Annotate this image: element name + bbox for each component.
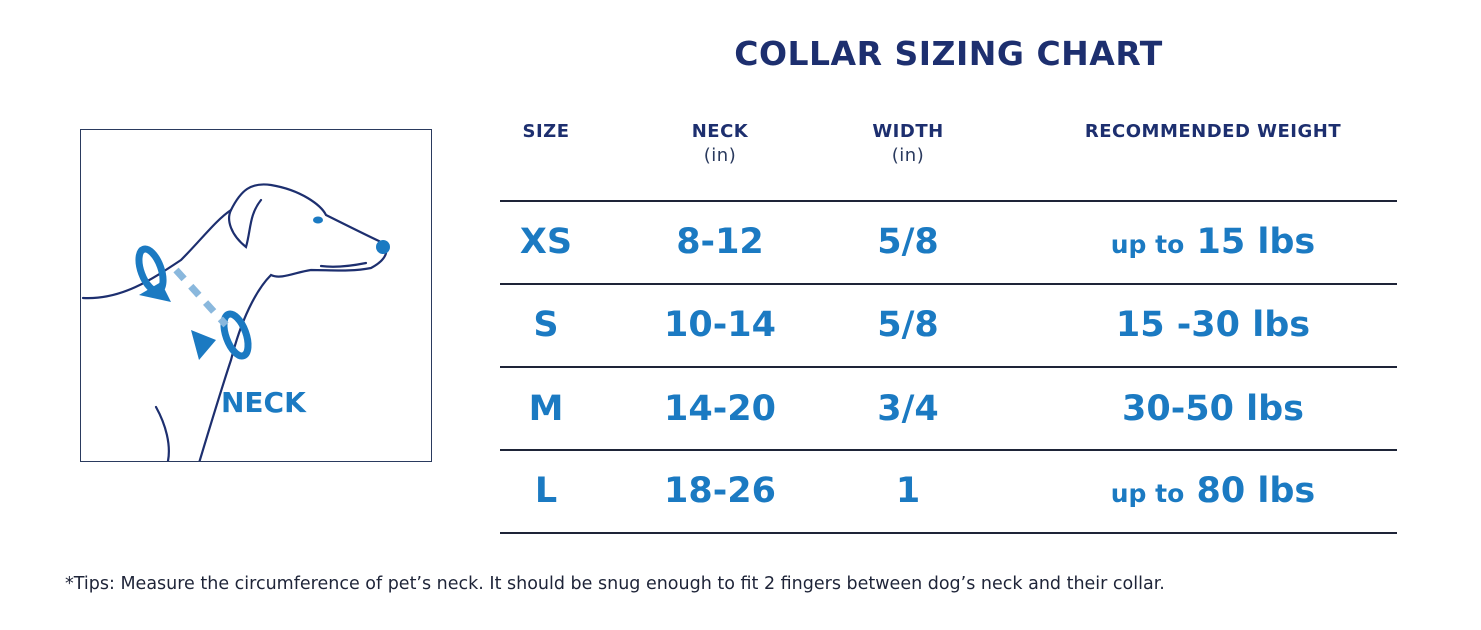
header-width: WIDTH (in) bbox=[828, 120, 988, 168]
divider bbox=[500, 283, 1397, 285]
cell-width: 1 bbox=[895, 471, 921, 511]
cell-weight: 15 -30 lbs bbox=[1043, 305, 1383, 345]
header-label: NECK bbox=[691, 121, 749, 142]
cell-size: S bbox=[533, 305, 559, 345]
weight-prefix: up to bbox=[1110, 230, 1185, 259]
dog-neck-illustration: NECK bbox=[80, 129, 432, 465]
header-unit: (in) bbox=[891, 145, 925, 166]
cell-size: XS bbox=[519, 222, 573, 262]
cell-neck: 8-12 bbox=[676, 222, 764, 262]
cell-width: 5/8 bbox=[877, 222, 939, 262]
header-label: RECOMMENDED WEIGHT bbox=[1084, 121, 1342, 142]
divider bbox=[500, 200, 1397, 202]
dog-icon: NECK bbox=[81, 183, 390, 465]
cell-size: M bbox=[528, 389, 564, 429]
cell-weight: 30-50 lbs bbox=[1043, 389, 1383, 429]
cell-width: 5/8 bbox=[877, 305, 939, 345]
divider bbox=[500, 449, 1397, 451]
weight-value: 80 lbs bbox=[1196, 471, 1316, 511]
weight-value: 30-50 lbs bbox=[1121, 389, 1304, 429]
cell-weight: up to 15 lbs bbox=[1043, 222, 1383, 262]
divider bbox=[500, 532, 1397, 534]
header-unit: (in) bbox=[703, 145, 737, 166]
cell-size: L bbox=[534, 471, 558, 511]
cell-weight: up to 80 lbs bbox=[1043, 471, 1383, 511]
cell-neck: 10-14 bbox=[664, 305, 776, 345]
weight-value: 15 -30 lbs bbox=[1115, 305, 1311, 345]
neck-label: NECK bbox=[221, 386, 307, 419]
cell-neck: 18-26 bbox=[664, 471, 776, 511]
header-size: SIZE bbox=[496, 120, 596, 144]
header-label: SIZE bbox=[522, 121, 570, 142]
header-neck: NECK (in) bbox=[640, 120, 800, 168]
header-label: WIDTH bbox=[872, 121, 944, 142]
divider bbox=[500, 366, 1397, 368]
cell-neck: 14-20 bbox=[664, 389, 776, 429]
header-weight: RECOMMENDED WEIGHT bbox=[1043, 120, 1383, 144]
weight-value: 15 lbs bbox=[1196, 222, 1316, 262]
weight-prefix: up to bbox=[1110, 479, 1185, 508]
page-title: COLLAR SIZING CHART bbox=[734, 34, 1163, 73]
tips-note: *Tips: Measure the circumference of pet’… bbox=[65, 574, 1165, 594]
cell-width: 3/4 bbox=[877, 389, 939, 429]
